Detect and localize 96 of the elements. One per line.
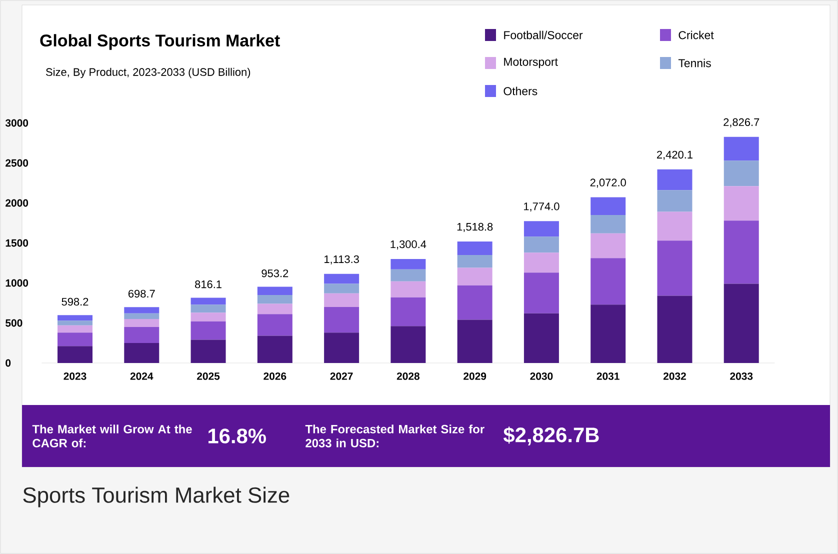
x-tick-label: 2023 bbox=[64, 372, 86, 380]
bar bbox=[324, 274, 360, 284]
bar bbox=[457, 285, 492, 320]
bar bbox=[257, 304, 292, 314]
x-tick-label: 2024 bbox=[130, 372, 154, 380]
bar bbox=[58, 320, 93, 326]
bar bbox=[324, 293, 360, 307]
x-tick-label: 2030 bbox=[530, 372, 553, 380]
legend-label: Motorsport bbox=[504, 58, 558, 68]
bar bbox=[190, 304, 226, 313]
bar bbox=[124, 326, 160, 343]
total-label: 2,420.1 bbox=[657, 150, 692, 160]
bar bbox=[324, 306, 360, 333]
bar bbox=[390, 297, 426, 326]
x-tick-label: 2027 bbox=[330, 372, 353, 380]
total-label: 2,072.0 bbox=[590, 178, 626, 188]
legend-label: Tennis bbox=[678, 58, 711, 68]
bar bbox=[657, 296, 692, 363]
y-tick-label: 3000 bbox=[5, 119, 28, 127]
bar bbox=[324, 284, 360, 294]
bar bbox=[257, 336, 292, 363]
bar bbox=[124, 342, 160, 363]
x-tick-label: 2032 bbox=[663, 372, 686, 380]
bar bbox=[257, 314, 292, 336]
bar bbox=[657, 190, 692, 212]
x-tick-label: 2031 bbox=[596, 372, 620, 380]
x-tick-label: 2028 bbox=[396, 372, 420, 380]
total-label: 953.2 bbox=[262, 269, 288, 278]
bar bbox=[457, 320, 492, 363]
bar bbox=[390, 269, 426, 282]
bar bbox=[457, 268, 492, 286]
chart-title: Global Sports Tourism Market bbox=[40, 34, 280, 50]
bar bbox=[457, 254, 492, 268]
bar bbox=[590, 233, 626, 258]
bar bbox=[590, 304, 626, 363]
bar bbox=[724, 284, 759, 363]
bar bbox=[257, 294, 292, 304]
bar bbox=[524, 221, 559, 237]
x-tick-label: 2033 bbox=[730, 372, 753, 380]
bar bbox=[58, 315, 93, 321]
bar bbox=[724, 186, 759, 221]
bar bbox=[524, 236, 559, 253]
y-tick-label: 1000 bbox=[6, 279, 28, 287]
y-tick-label: 2500 bbox=[6, 159, 28, 167]
text: $2,826.7B bbox=[503, 426, 599, 446]
bar bbox=[390, 258, 426, 270]
y-tick-label: 1500 bbox=[6, 239, 28, 247]
bar bbox=[124, 307, 160, 314]
bar bbox=[124, 313, 160, 319]
legend-label: Football/Soccer bbox=[504, 30, 583, 40]
bar bbox=[590, 197, 626, 215]
x-tick-label: 2025 bbox=[197, 372, 220, 380]
chart-subtitle: Size, By Product, 2023-2033 (USD Billion) bbox=[46, 68, 250, 78]
y-tick-label: 0 bbox=[6, 359, 11, 367]
bar bbox=[390, 281, 426, 298]
bar bbox=[390, 326, 426, 363]
bar bbox=[524, 252, 559, 273]
legend-label: Cricket bbox=[678, 30, 714, 40]
legend-label: Others bbox=[504, 86, 538, 96]
bar bbox=[257, 286, 292, 295]
bar bbox=[324, 332, 360, 363]
bar bbox=[590, 258, 626, 305]
text: The Market will Grow At the CAGR of: bbox=[32, 424, 192, 448]
bar bbox=[657, 240, 692, 296]
bar bbox=[524, 272, 559, 314]
bar bbox=[124, 318, 160, 327]
bar bbox=[58, 346, 93, 363]
total-label: 1,518.8 bbox=[457, 222, 493, 232]
total-label: 1,113.3 bbox=[324, 255, 359, 264]
bar bbox=[724, 220, 759, 284]
y-tick-label: 500 bbox=[6, 319, 22, 327]
total-label: 816.1 bbox=[195, 280, 222, 288]
bar bbox=[190, 321, 226, 340]
x-tick-label: 2026 bbox=[264, 372, 286, 380]
bar bbox=[58, 325, 93, 333]
bar bbox=[190, 312, 226, 322]
bar bbox=[190, 298, 226, 305]
bar bbox=[657, 169, 692, 190]
bar bbox=[724, 160, 759, 186]
x-tick-label: 2029 bbox=[464, 372, 486, 380]
total-label: 698.7 bbox=[128, 290, 155, 298]
total-label: 598.2 bbox=[62, 298, 88, 306]
total-label: 2,826.7 bbox=[724, 118, 760, 128]
bar bbox=[190, 340, 226, 363]
text: Sports Tourism Market Size bbox=[23, 486, 290, 508]
text: The Forecasted Market Size for 2033 in USD: bbox=[305, 424, 484, 448]
bar bbox=[58, 332, 93, 346]
bar bbox=[524, 313, 559, 363]
bar bbox=[724, 136, 759, 161]
bar bbox=[590, 214, 626, 234]
text: 16.8% bbox=[208, 428, 266, 444]
total-label: 1,300.4 bbox=[390, 240, 426, 250]
total-label: 1,774.0 bbox=[524, 202, 560, 212]
bar bbox=[457, 241, 492, 255]
y-tick-label: 2000 bbox=[6, 199, 28, 207]
bar bbox=[657, 212, 692, 241]
